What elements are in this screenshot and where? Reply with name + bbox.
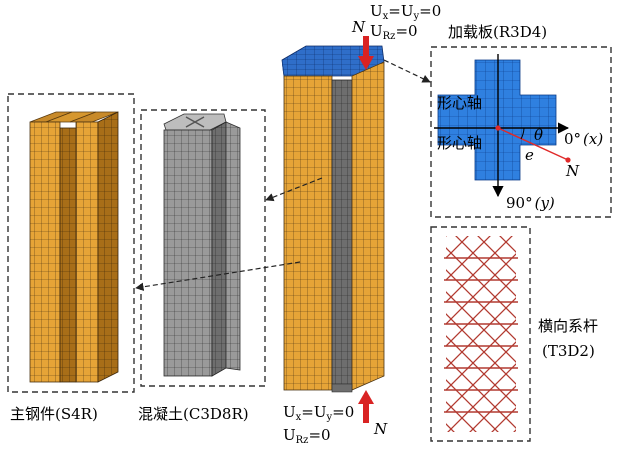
top-boundary-condition: Ux=Uy=0 URz=0 [370,2,441,42]
x-axis-label: 0° (x) [564,130,603,148]
bottom-load-symbol: N [373,420,388,438]
eccentricity-line [497,127,569,161]
svg-text:URz=0: URz=0 [370,22,418,42]
svg-text:Ux=Uy=0: Ux=Uy=0 [370,2,441,22]
angle-arc [520,127,525,140]
section-load-symbol: N [565,162,580,180]
tie-rows [444,257,518,413]
load-point [565,157,571,163]
y-axis-label: 90° (y) [506,194,555,212]
ties-panel-frame [430,226,531,442]
top-load-arrow [358,36,374,70]
concrete-member-3d [163,113,241,377]
centroid-point [495,125,501,131]
centroid-axis-label-horizontal: 形心轴 [437,134,482,152]
ties-label-line1: 横向系杆 [538,317,598,335]
plate-label: 加载板(R3D4) [448,23,547,41]
svg-text:Ux=Uy=0: Ux=Uy=0 [283,403,354,423]
steel-label: 主钢件(S4R) [10,405,98,423]
concrete-panel-frame [140,109,266,387]
eccentricity-symbol: e [525,146,534,164]
angle-symbol: θ [534,126,543,144]
tie-lattice [446,236,516,432]
leader-to-steel [135,261,301,291]
leader-to-plate [383,59,431,83]
svg-text:URz=0: URz=0 [283,426,331,446]
cruciform-section [437,59,557,181]
top-load-symbol: N [351,18,366,36]
full-column-3d [281,45,385,393]
steel-member-3d [29,111,119,383]
leader-to-concrete [265,177,323,202]
centroid-axis-label-vertical: 形心轴 [437,94,482,112]
ties-label-line2: (T3D2) [542,342,595,360]
steel-panel-frame [7,93,135,393]
plate-section-frame [430,46,612,218]
bottom-load-arrow [358,390,374,423]
bottom-boundary-condition: Ux=Uy=0 URz=0 [283,403,354,446]
concrete-label: 混凝土(C3D8R) [138,405,249,423]
